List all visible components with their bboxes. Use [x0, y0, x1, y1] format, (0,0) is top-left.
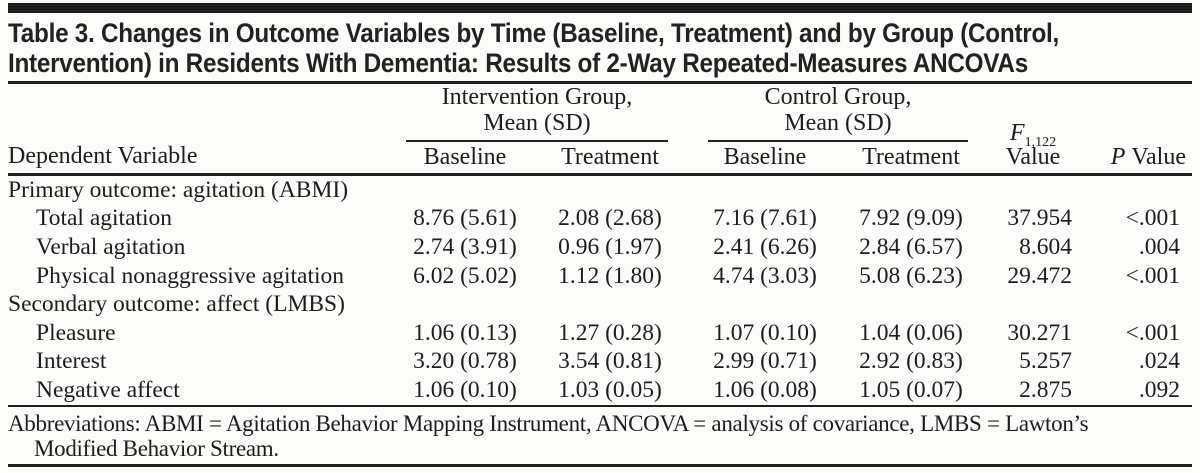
control-group-header: Control Group, Mean (SD)	[708, 84, 969, 142]
cell-p-value: .092	[1138, 376, 1181, 403]
cell-f-value: 2.875	[1019, 376, 1073, 403]
f-value-label: Value	[1005, 144, 1061, 170]
table-row: Verbal agitation 2.74 (3.91) 0.96 (1.97)…	[8, 233, 1192, 262]
table-row: Pleasure 1.06 (0.13) 1.27 (0.28) 1.07 (0…	[8, 319, 1192, 348]
intervention-group-label-line1: Intervention Group,	[441, 84, 633, 110]
cell-f-value: 29.472	[1007, 262, 1073, 289]
paper-table-figure: Table 3. Changes in Outcome Variables by…	[0, 3, 1200, 473]
title-divider-rule	[8, 81, 1192, 84]
cell-ctrl-treatment: 1.04 (0.06)	[859, 319, 963, 346]
p-value-label: Value	[1131, 144, 1187, 170]
table-title: Table 3. Changes in Outcome Variables by…	[8, 18, 1192, 78]
cell-int-baseline: 8.76 (5.61)	[413, 205, 517, 232]
cell-int-baseline: 6.02 (5.02)	[413, 262, 517, 289]
table-top-rule	[8, 3, 1192, 13]
column-header-f-value: F1,122 Value	[980, 84, 1087, 176]
cell-ctrl-baseline: 2.99 (0.71)	[713, 348, 817, 375]
column-header-intervention-baseline: Baseline	[398, 142, 532, 176]
cell-p-value: .024	[1138, 348, 1181, 375]
cell-ctrl-baseline: 2.41 (6.26)	[713, 233, 817, 260]
table-row: Total agitation 8.76 (5.61) 2.08 (2.68) …	[8, 205, 1192, 234]
intervention-group-header: Intervention Group, Mean (SD)	[406, 84, 668, 142]
cell-f-value: 30.271	[1007, 319, 1073, 346]
cell-p-value: <.001	[1125, 262, 1181, 289]
ancova-results-table: Dependent Variable Intervention Group, M…	[8, 84, 1193, 405]
table-bottom-rule	[8, 463, 1192, 467]
cell-p-value: <.001	[1125, 319, 1181, 346]
cell-ctrl-treatment: 2.84 (6.57)	[859, 233, 963, 260]
footnote-line2: Modified Behavior Stream.	[34, 435, 279, 461]
column-header-p-value: P Value	[1086, 84, 1193, 176]
cell-int-baseline: 3.20 (0.78)	[413, 348, 517, 375]
table-row: Negative affect 1.06 (0.10) 1.03 (0.05) …	[8, 376, 1192, 405]
cell-int-treatment: 1.27 (0.28)	[558, 319, 662, 346]
cell-f-value: 5.257	[1019, 348, 1073, 375]
table-row: Physical nonaggressive agitation 6.02 (5…	[8, 262, 1192, 291]
column-header-dependent-variable: Dependent Variable	[8, 84, 398, 176]
cell-ctrl-baseline: 4.74 (3.03)	[713, 262, 817, 289]
cell-ctrl-baseline: 1.06 (0.08)	[713, 376, 817, 403]
row-label: Verbal agitation	[36, 233, 186, 260]
column-header-intervention-treatment: Treatment	[532, 142, 688, 176]
row-label: Total agitation	[36, 205, 173, 232]
table-title-line1: Table 3. Changes in Outcome Variables by…	[8, 18, 1059, 48]
intervention-group-label-line2: Mean (SD)	[483, 110, 591, 136]
cell-int-treatment: 0.96 (1.97)	[558, 233, 662, 260]
section-row-primary-outcome: Primary outcome: agitation (ABMI)	[8, 175, 1192, 205]
cell-p-value: <.001	[1125, 205, 1181, 232]
column-group-control: Control Group, Mean (SD)	[688, 84, 980, 142]
p-statistic-symbol: P	[1110, 144, 1126, 170]
table-row: Interest 3.20 (0.78) 3.54 (0.81) 2.99 (0…	[8, 348, 1192, 377]
table-footnote-abbreviations: Abbreviations: ABMI = Agitation Behavior…	[8, 404, 1192, 464]
cell-int-baseline: 1.06 (0.13)	[413, 319, 517, 346]
f-statistic-symbol: F	[1009, 120, 1025, 146]
row-label: Negative affect	[36, 376, 180, 403]
subcolumn-header-row: Baseline Treatment Baseline Treatment	[8, 142, 1192, 176]
cell-ctrl-treatment: 1.05 (0.07)	[859, 376, 963, 403]
group-header-row: Dependent Variable Intervention Group, M…	[8, 84, 1193, 176]
section-header: Secondary outcome: affect (LMBS)	[8, 291, 345, 318]
control-group-label-line2: Mean (SD)	[784, 110, 892, 136]
cell-int-treatment: 2.08 (2.68)	[558, 205, 662, 232]
row-label: Physical nonaggressive agitation	[36, 262, 345, 289]
control-group-label-line1: Control Group,	[764, 84, 912, 110]
column-header-control-baseline: Baseline	[688, 142, 842, 176]
cell-f-value: 8.604	[1019, 233, 1073, 260]
cell-p-value: .004	[1138, 233, 1181, 260]
cell-ctrl-treatment: 7.92 (9.09)	[859, 205, 963, 232]
cell-ctrl-treatment: 5.08 (6.23)	[859, 262, 963, 289]
cell-ctrl-baseline: 7.16 (7.61)	[713, 205, 817, 232]
row-label: Pleasure	[36, 319, 116, 346]
cell-int-treatment: 3.54 (0.81)	[558, 348, 662, 375]
column-header-control-treatment: Treatment	[842, 142, 981, 176]
cell-f-value: 37.954	[1007, 205, 1073, 232]
footnote-line1: Abbreviations: ABMI = Agitation Behavior…	[8, 410, 1089, 436]
cell-int-treatment: 1.12 (1.80)	[558, 262, 662, 289]
cell-int-baseline: 2.74 (3.91)	[413, 233, 517, 260]
cell-ctrl-baseline: 1.07 (0.10)	[713, 319, 817, 346]
table-title-line2: Intervention) in Residents With Dementia…	[8, 48, 1028, 78]
cell-ctrl-treatment: 2.92 (0.83)	[859, 348, 963, 375]
column-group-intervention: Intervention Group, Mean (SD)	[398, 84, 688, 142]
cell-int-baseline: 1.06 (0.10)	[413, 376, 517, 403]
section-row-secondary-outcome: Secondary outcome: affect (LMBS)	[8, 290, 1192, 319]
cell-int-treatment: 1.03 (0.05)	[558, 376, 662, 403]
section-header: Primary outcome: agitation (ABMI)	[8, 176, 349, 203]
row-label: Interest	[36, 348, 107, 375]
